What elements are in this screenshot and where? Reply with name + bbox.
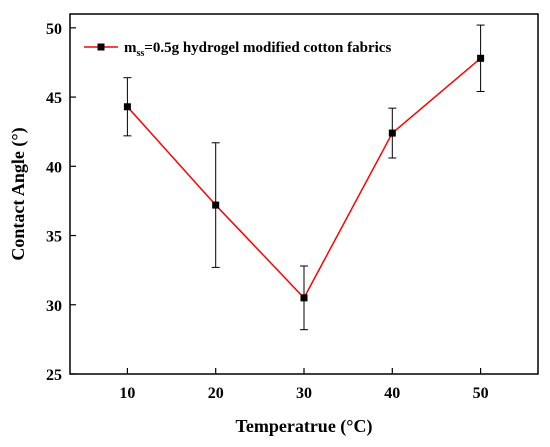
y-tick-label: 45 xyxy=(46,90,62,107)
y-axis-title: Contact Angle (°) xyxy=(8,127,29,260)
data-point xyxy=(388,129,396,137)
axis-ticks: 10 20 30 40 50 25 30 35 40 45 50 xyxy=(46,21,489,402)
series-line xyxy=(126,57,482,300)
x-tick-label: 40 xyxy=(384,385,400,402)
x-tick-label: 30 xyxy=(296,385,312,402)
data-point xyxy=(123,103,131,111)
legend: mss=0.5g hydrogel modified cotton fabric… xyxy=(84,40,391,59)
x-tick-label: 50 xyxy=(473,385,489,402)
x-axis-title: Temperatrue (°C) xyxy=(236,416,373,437)
legend-marker xyxy=(97,43,105,51)
y-tick-label: 30 xyxy=(46,298,62,315)
x-tick-label: 10 xyxy=(119,385,135,402)
y-tick-label: 50 xyxy=(46,21,62,38)
y-tick-label: 40 xyxy=(46,159,62,176)
x-tick-label: 20 xyxy=(208,385,224,402)
data-point xyxy=(212,201,220,209)
data-point xyxy=(477,54,485,62)
data-point xyxy=(300,294,308,302)
legend-label: mss=0.5g hydrogel modified cotton fabric… xyxy=(124,40,391,59)
y-tick-label: 35 xyxy=(46,229,62,246)
y-tick-label: 25 xyxy=(46,367,62,384)
data-series xyxy=(123,24,485,331)
